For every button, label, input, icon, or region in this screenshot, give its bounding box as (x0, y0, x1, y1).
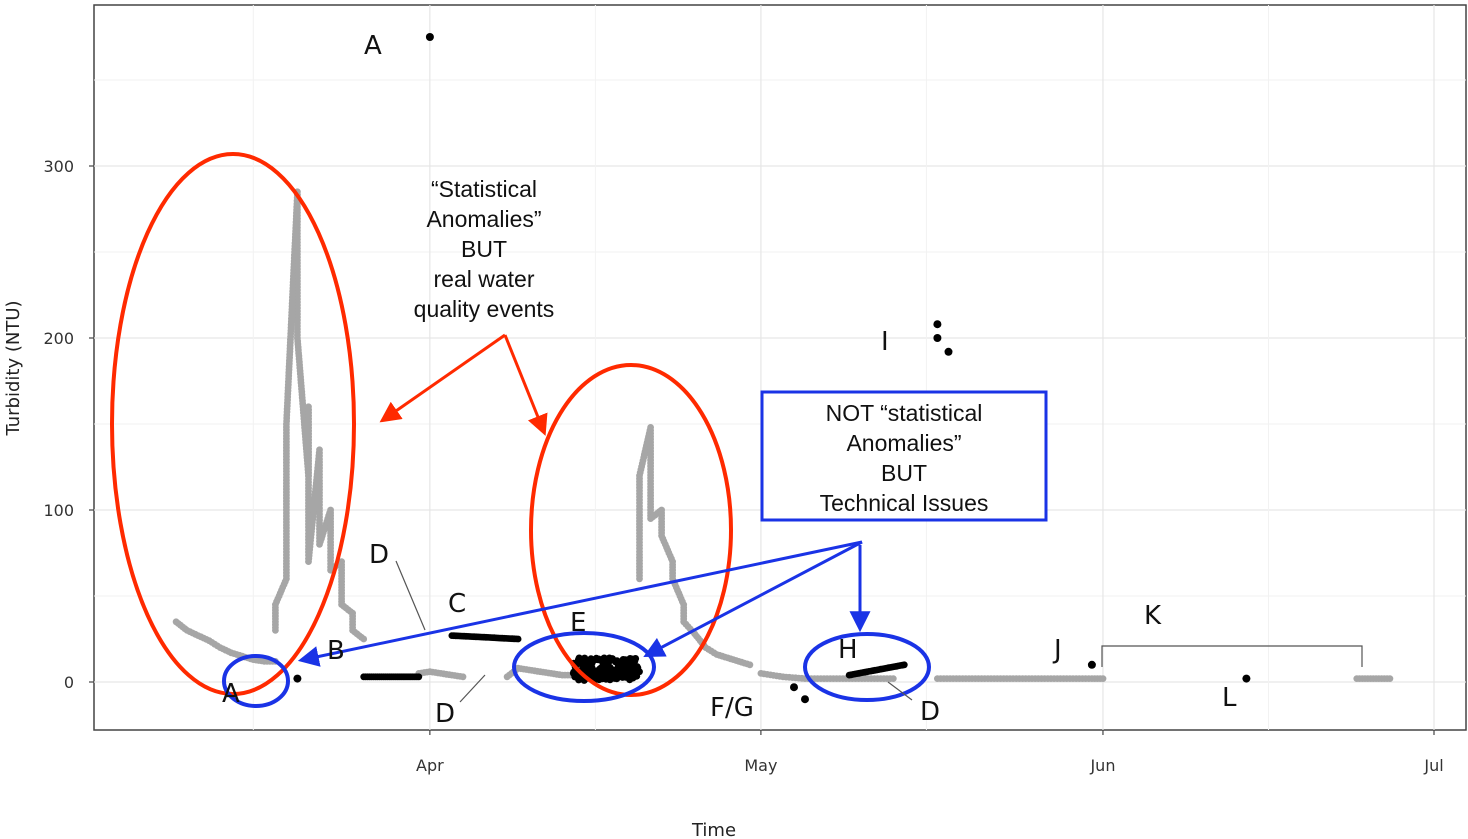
label-a-top: A (364, 31, 382, 61)
label-c: C (448, 589, 466, 619)
anomaly-point (626, 676, 634, 684)
label-l: L (1222, 683, 1237, 713)
label-b: B (327, 636, 345, 666)
anomaly-point (601, 669, 609, 678)
y-tick-label: 300 (43, 157, 74, 176)
anomaly-point (592, 654, 600, 663)
svg-text:Anomalies”: Anomalies” (846, 430, 961, 456)
svg-text:“Statistical: “Statistical (431, 176, 537, 202)
anomaly-point (608, 655, 616, 663)
anomaly-point (933, 334, 942, 342)
y-axis-title: Turbidity (NTU) (3, 300, 24, 436)
x-tick-label: Apr (416, 756, 444, 775)
anomaly-point (1087, 660, 1096, 669)
anomaly-point (944, 347, 953, 356)
real-event-arrow-left (379, 333, 506, 423)
technical-issue-callout: NOT “statistical Anomalies” BUT Technica… (820, 400, 989, 516)
anomaly-point (293, 674, 302, 683)
anomaly-point (599, 657, 607, 665)
x-tick-label: Jun (1089, 756, 1115, 775)
real-event-callout: “Statistical Anomalies” BUT real water q… (414, 176, 555, 322)
real-event-ellipse-march (110, 152, 356, 696)
anomaly-point (514, 635, 522, 643)
anomaly-point (633, 663, 641, 671)
svg-text:real water: real water (434, 266, 535, 292)
x-axis: Apr May Jun Jul (416, 730, 1444, 775)
anomaly-point (628, 669, 636, 677)
label-k: K (1144, 601, 1162, 631)
anomaly-point (619, 656, 627, 664)
normal-point (459, 673, 467, 681)
x-axis-title: Time (691, 820, 736, 839)
technical-issue-arrow-e (643, 540, 863, 657)
anomaly-point (623, 662, 631, 671)
svg-text:BUT: BUT (881, 460, 927, 486)
label-j: J (1052, 635, 1062, 665)
anomaly-point (425, 33, 434, 41)
normal-point (360, 635, 368, 643)
x-tick-label: Jul (1423, 756, 1443, 775)
label-d-2: D (435, 699, 455, 729)
label-a-bottom: A (222, 679, 240, 709)
anomaly-point (801, 695, 809, 704)
y-axis: 0 100 200 300 (43, 157, 94, 692)
anomaly-point (415, 673, 423, 681)
leader-line-d2 (459, 674, 486, 703)
svg-text:NOT “statistical: NOT “statistical (826, 400, 983, 426)
technical-issue-ellipse-h (803, 632, 931, 702)
anomaly-point (585, 665, 594, 673)
anomaly-point (933, 320, 942, 329)
y-tick-label: 100 (43, 501, 74, 520)
y-tick-label: 0 (64, 673, 74, 692)
normal-point (746, 661, 754, 669)
label-h: H (838, 635, 858, 665)
leader-line-d1 (395, 560, 426, 631)
real-event-arrow-right (503, 334, 548, 436)
anomaly-point (591, 669, 600, 677)
leader-line-d3 (887, 681, 913, 701)
normal-series (172, 188, 1394, 682)
technical-issues-callout-box (760, 390, 1048, 522)
anomaly-point (578, 660, 586, 669)
normal-point (1099, 675, 1107, 682)
label-i: I (881, 327, 889, 357)
label-d-3: D (920, 697, 940, 727)
real-event-ellipse-april (529, 363, 733, 697)
anomaly-point (1242, 674, 1251, 683)
label-e: E (570, 608, 586, 638)
svg-text:BUT: BUT (461, 236, 507, 262)
svg-text:Anomalies”: Anomalies” (426, 206, 541, 232)
x-tick-label: May (744, 756, 777, 775)
svg-text:Technical Issues: Technical Issues (820, 490, 989, 516)
anomaly-point (607, 671, 615, 680)
anomaly-point (790, 683, 798, 692)
normal-point (889, 675, 897, 682)
anomaly-point (614, 672, 622, 681)
svg-text:quality events: quality events (414, 296, 555, 322)
technical-issue-ellipse-a (222, 654, 290, 708)
technical-issue-arrow-a (297, 540, 863, 667)
gap-bracket-k (1101, 645, 1363, 667)
label-d-1: D (369, 540, 389, 570)
y-tick-label: 200 (43, 329, 74, 348)
anomaly-point (900, 661, 908, 669)
anomaly-series (293, 33, 1251, 704)
normal-point (1386, 675, 1394, 682)
technical-issue-ellipse-e (512, 631, 656, 703)
label-fg: F/G (710, 693, 754, 723)
